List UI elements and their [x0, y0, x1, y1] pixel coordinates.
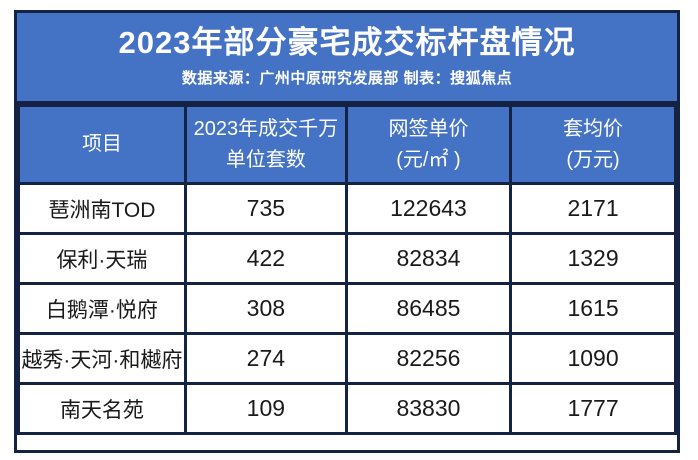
- cell-project: 白鹅潭·悦府: [17, 282, 187, 335]
- luxury-homes-table: 项目 2023年成交千万 单位套数 网签单价 (元/㎡ ) 套均价 (万元) 琶…: [17, 104, 677, 435]
- cell-unit-price: 86485: [344, 282, 513, 335]
- column-header-units-sold: 2023年成交千万 单位套数: [183, 104, 348, 185]
- table-row: 琶洲南TOD 735 122643 2171: [17, 182, 677, 235]
- cell-avg-price: 1090: [509, 332, 677, 385]
- cell-units-sold: 274: [183, 332, 348, 385]
- infographic-table-panel: 2023年部分豪宅成交标杆盘情况 数据来源：广州中原研究发展部 制表：搜狐焦点 …: [14, 10, 680, 453]
- header-row: 项目 2023年成交千万 单位套数 网签单价 (元/㎡ ) 套均价 (万元): [17, 104, 677, 185]
- cell-avg-price: 1329: [509, 232, 677, 285]
- column-header-avg-price: 套均价 (万元): [509, 104, 677, 185]
- data-source-note: 数据来源：广州中原研究发展部 制表：搜狐焦点: [181, 70, 513, 88]
- cell-avg-price: 1615: [509, 282, 677, 335]
- cell-project: 保利·天瑞: [17, 232, 187, 285]
- column-header-project: 项目: [17, 104, 187, 185]
- cell-avg-price: 1777: [509, 382, 677, 435]
- cell-unit-price: 82256: [344, 332, 513, 385]
- table-row: 保利·天瑞 422 82834 1329: [17, 232, 677, 285]
- column-header-unit-price: 网签单价 (元/㎡ ): [344, 104, 513, 185]
- cell-avg-price: 2171: [509, 182, 677, 235]
- cell-unit-price: 122643: [344, 182, 513, 235]
- table-row: 南天名苑 109 83830 1777: [17, 382, 677, 435]
- cell-project: 琶洲南TOD: [17, 182, 187, 235]
- banner: 2023年部分豪宅成交标杆盘情况 数据来源：广州中原研究发展部 制表：搜狐焦点: [17, 13, 677, 104]
- table-row: 白鹅潭·悦府 308 86485 1615: [17, 282, 677, 335]
- cell-units-sold: 308: [183, 282, 348, 335]
- cell-project: 南天名苑: [17, 382, 187, 435]
- cell-units-sold: 422: [183, 232, 348, 285]
- cell-unit-price: 82834: [344, 232, 513, 285]
- page-title: 2023年部分豪宅成交标杆盘情况: [118, 24, 576, 60]
- table-row: 越秀·天河·和樾府 274 82256 1090: [17, 332, 677, 385]
- cell-units-sold: 735: [183, 182, 348, 235]
- cell-units-sold: 109: [183, 382, 348, 435]
- cell-unit-price: 83830: [344, 382, 513, 435]
- cell-project: 越秀·天河·和樾府: [17, 332, 187, 385]
